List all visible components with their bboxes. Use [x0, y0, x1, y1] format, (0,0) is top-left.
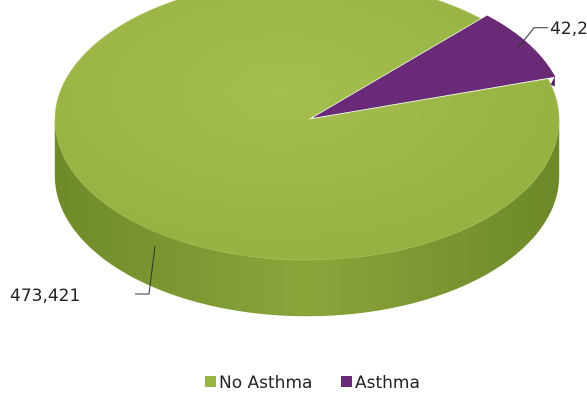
pie-slice-no-asthma: [54, 0, 560, 261]
leader-line-asthma: [517, 27, 549, 49]
data-label-layer: 42,288 473,421: [10, 19, 587, 306]
legend-swatch-no-asthma: [205, 376, 216, 387]
legend-label-asthma: Asthma: [355, 373, 420, 393]
legend-swatch-asthma: [341, 376, 352, 387]
legend: No Asthma Asthma: [205, 373, 420, 393]
leader-line-no-asthma: [135, 245, 156, 295]
data-label-asthma: 42,288: [550, 19, 587, 39]
data-label-no-asthma: 473,421: [10, 286, 80, 306]
pie-slice-asthma: [313, 15, 556, 118]
pie-layer: [54, 0, 560, 317]
pie-side-asthma: [550, 76, 555, 87]
legend-label-no-asthma: No Asthma: [219, 373, 312, 393]
